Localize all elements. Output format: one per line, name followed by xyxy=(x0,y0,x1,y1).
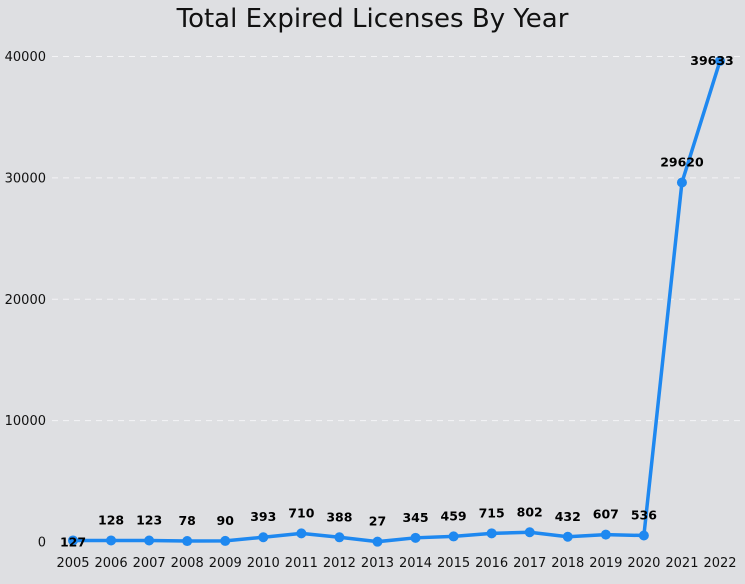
x-tick-label: 2006 xyxy=(95,556,128,571)
data-label: 39633 xyxy=(690,53,734,68)
data-label: 128 xyxy=(98,512,124,527)
data-label: 388 xyxy=(326,509,352,524)
x-tick-label: 2009 xyxy=(209,556,242,571)
data-label: 715 xyxy=(479,505,505,520)
y-tick-label: 40000 xyxy=(5,50,46,65)
x-tick-label: 2018 xyxy=(551,556,584,571)
data-point xyxy=(448,531,459,542)
x-tick-label: 2011 xyxy=(285,556,318,571)
x-tick-label: 2019 xyxy=(589,556,622,571)
data-point xyxy=(106,535,117,546)
data-label: 27 xyxy=(369,514,386,529)
x-tick-label: 2015 xyxy=(437,556,470,571)
y-tick-label: 0 xyxy=(38,536,46,551)
x-tick-label: 2005 xyxy=(56,556,89,571)
y-tick-label: 10000 xyxy=(5,414,46,429)
data-label: 432 xyxy=(555,509,581,524)
chart-title: Total Expired Licenses By Year xyxy=(176,4,569,34)
data-label: 90 xyxy=(217,513,235,528)
x-tick-label: 2010 xyxy=(247,556,280,571)
data-point xyxy=(182,536,193,547)
data-point xyxy=(524,527,535,538)
x-tick-label: 2013 xyxy=(361,556,394,571)
x-tick-label: 2008 xyxy=(171,556,204,571)
data-point xyxy=(562,531,573,542)
y-tick-label: 30000 xyxy=(5,171,46,186)
data-point xyxy=(486,528,497,539)
data-point xyxy=(600,529,611,540)
data-label: 536 xyxy=(631,507,657,522)
data-point xyxy=(334,532,345,543)
x-tick-label: 2016 xyxy=(475,556,508,571)
data-label: 393 xyxy=(250,509,276,524)
series-line xyxy=(71,59,722,544)
data-label: 78 xyxy=(178,513,195,528)
data-point xyxy=(372,536,383,547)
data-point xyxy=(220,535,231,546)
data-point xyxy=(715,55,725,66)
x-tick-label: 2017 xyxy=(513,556,546,571)
x-tick-label: 2014 xyxy=(399,556,432,571)
x-tick-label: 2022 xyxy=(703,556,736,571)
x-tick-label: 2021 xyxy=(665,556,698,571)
data-point xyxy=(258,532,269,543)
x-tick-label: 2007 xyxy=(133,556,166,571)
data-label: 802 xyxy=(517,504,543,519)
data-point xyxy=(676,177,687,188)
data-point xyxy=(638,530,649,541)
data-point xyxy=(68,535,78,546)
data-label: 607 xyxy=(593,507,619,522)
data-label: 29620 xyxy=(660,154,704,169)
data-label: 127 xyxy=(60,534,86,549)
data-point xyxy=(410,532,421,543)
data-label: 123 xyxy=(136,513,162,528)
data-label: 345 xyxy=(402,510,428,525)
x-tick-label: 2020 xyxy=(627,556,660,571)
data-label: 710 xyxy=(288,505,314,520)
data-point xyxy=(144,535,155,546)
y-tick-label: 20000 xyxy=(5,293,46,308)
x-tick-label: 2012 xyxy=(323,556,356,571)
data-point xyxy=(296,528,307,539)
data-label: 459 xyxy=(441,508,467,523)
